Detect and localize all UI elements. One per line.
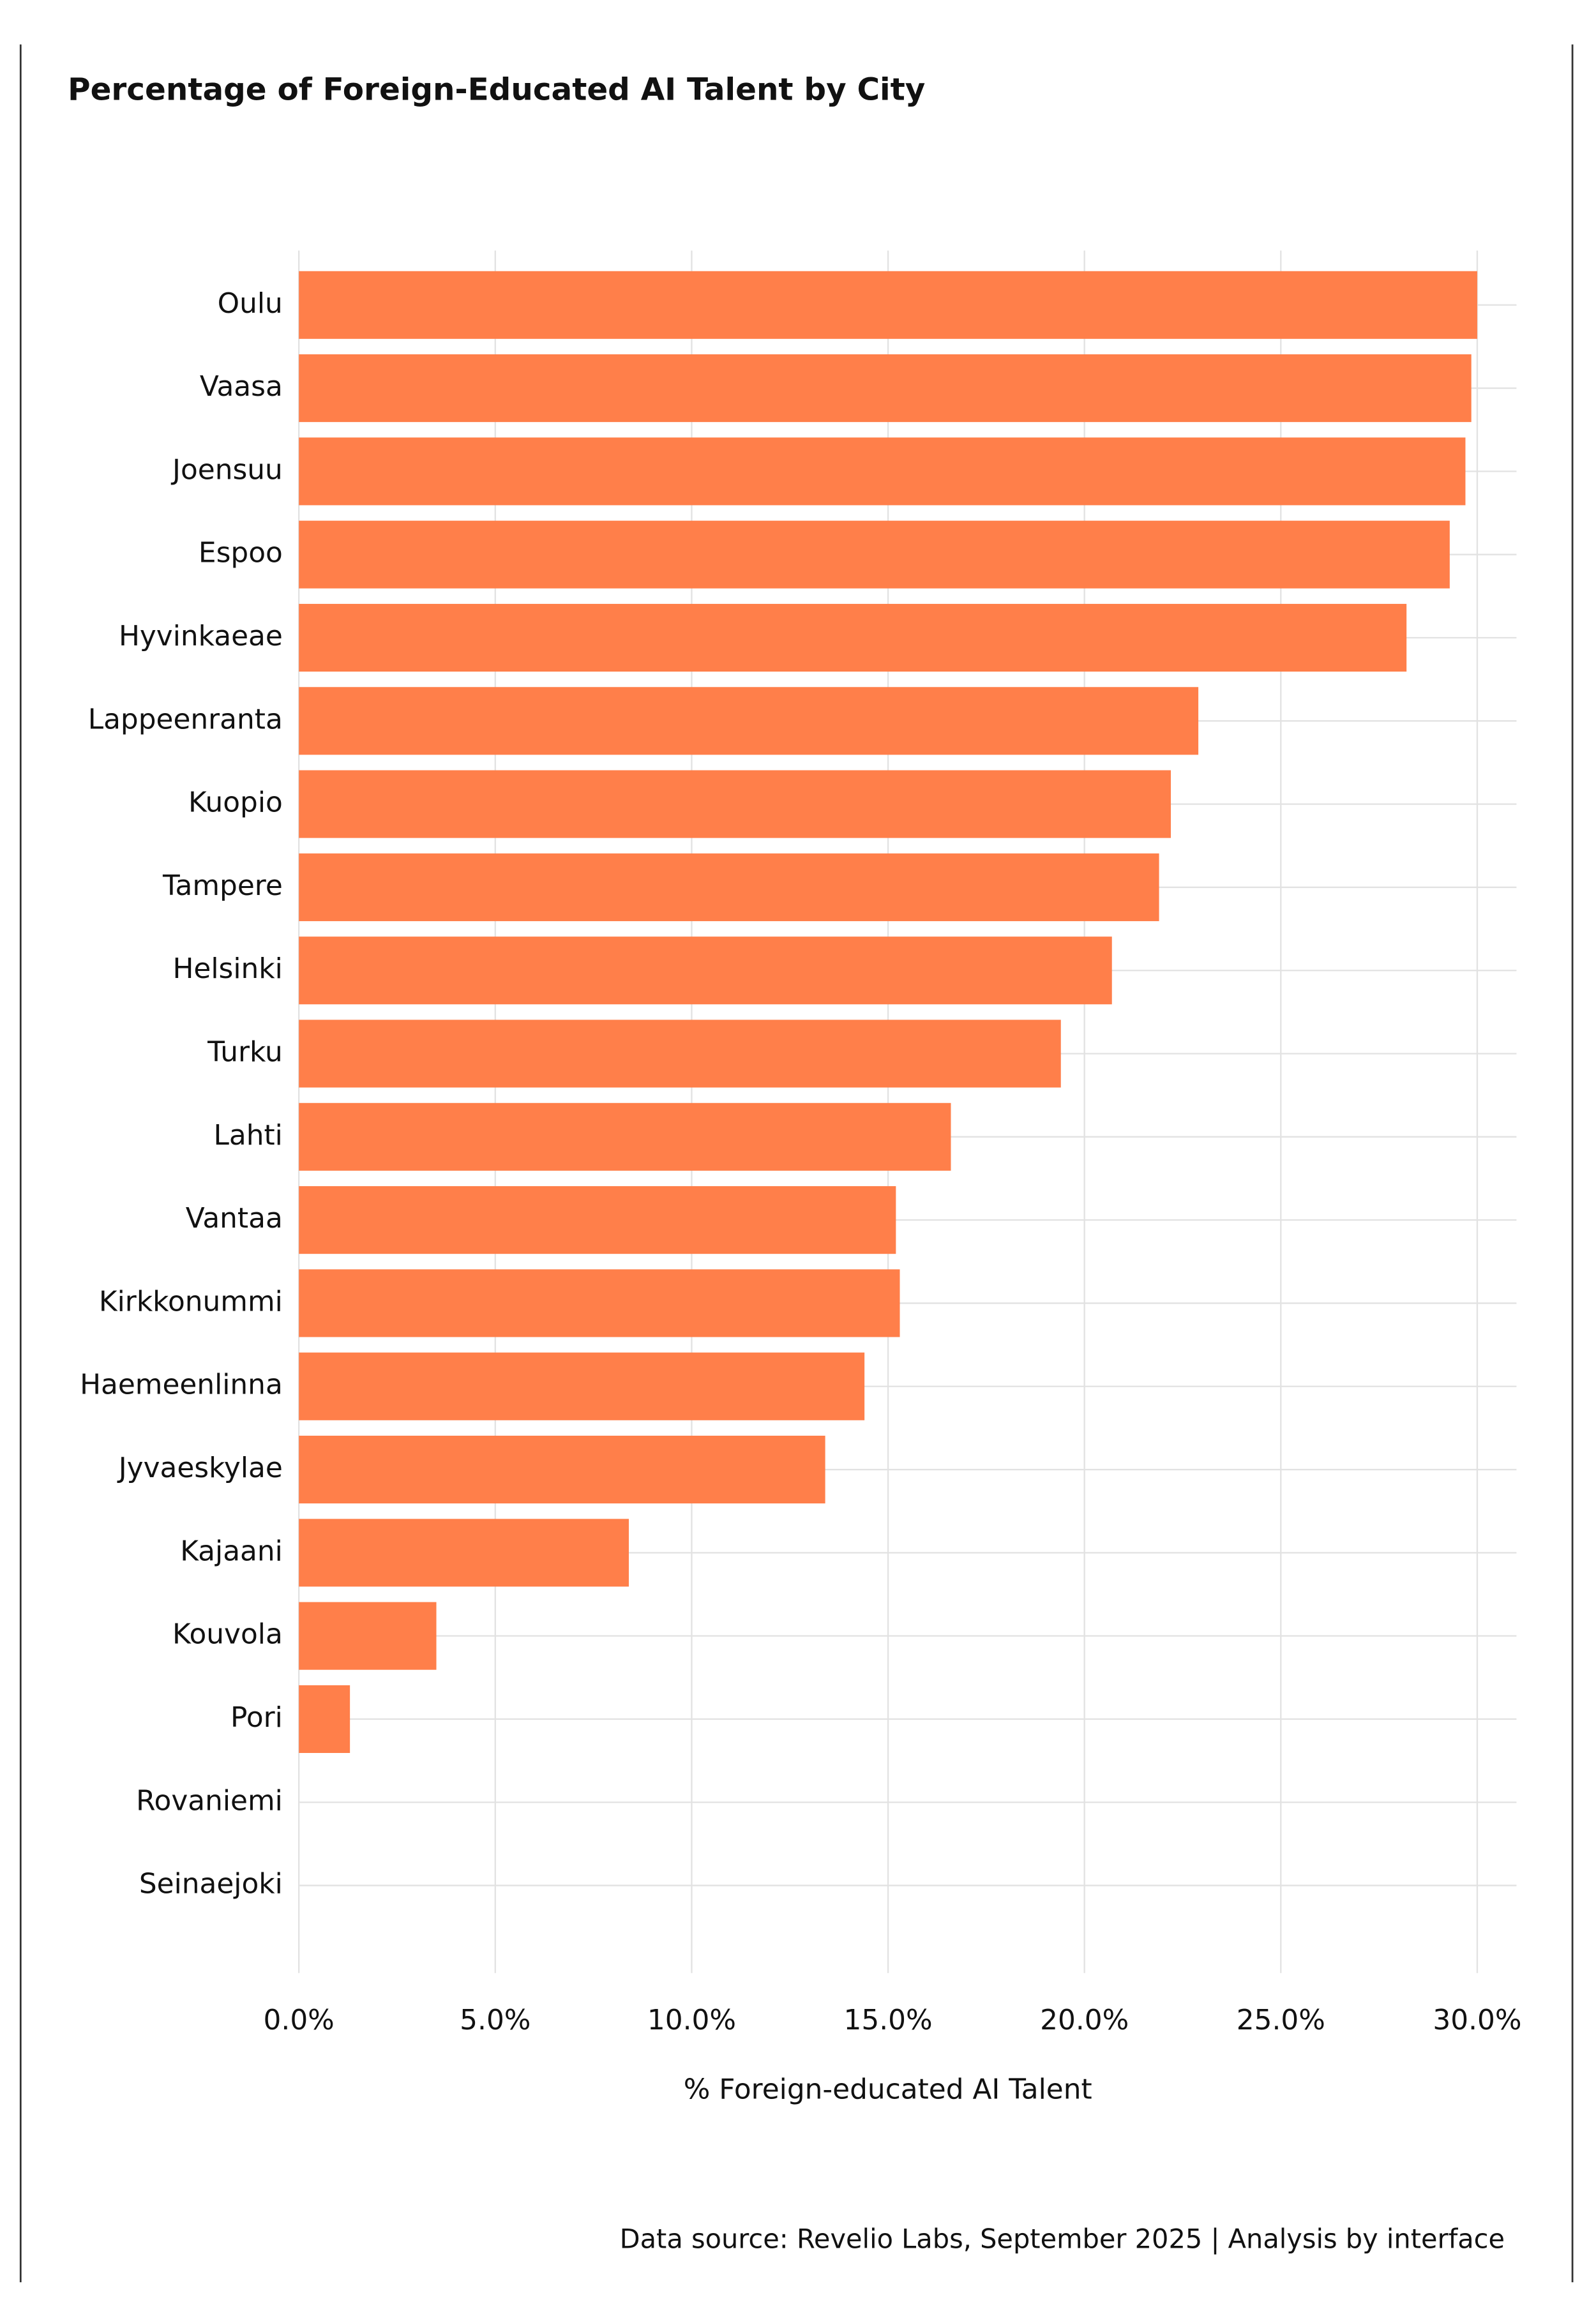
x-tick-label: 30.0%	[1433, 2004, 1521, 2036]
bar	[299, 354, 1472, 423]
bar	[299, 687, 1199, 755]
bar	[299, 1269, 900, 1337]
x-tick-label: 5.0%	[460, 2004, 531, 2036]
y-tick-label: Vaasa	[200, 370, 283, 403]
source-note: Data source: Revelio Labs, September 202…	[620, 2223, 1505, 2255]
bar	[299, 936, 1112, 1005]
x-tick-label: 20.0%	[1040, 2004, 1129, 2036]
bar	[299, 437, 1466, 506]
y-tick-label: Joensuu	[170, 453, 283, 486]
y-tick-label: Helsinki	[172, 952, 282, 985]
y-tick-label: Vantaa	[186, 1202, 283, 1235]
y-tick-label: Kuopio	[188, 786, 283, 819]
y-tick-label: Pori	[230, 1701, 283, 1734]
y-tick-label: Rovaniemi	[136, 1784, 283, 1817]
y-tick-label: Kirkkonummi	[99, 1285, 283, 1318]
bar	[299, 520, 1450, 589]
x-tick-label: 25.0%	[1237, 2004, 1325, 2036]
y-tick-label: Oulu	[218, 287, 283, 320]
y-tick-label: Haemeenlinna	[80, 1369, 283, 1401]
y-tick-label: Kajaani	[180, 1535, 283, 1567]
bar	[299, 1102, 951, 1171]
x-tick-label: 15.0%	[843, 2004, 932, 2036]
bar	[299, 1019, 1061, 1088]
bar	[299, 1186, 896, 1254]
bar	[299, 1352, 865, 1420]
y-tick-label: Hyvinkaeae	[119, 620, 283, 652]
y-tick-label: Espoo	[199, 537, 283, 569]
x-tick-label: 0.0%	[264, 2004, 335, 2036]
bar	[299, 853, 1159, 921]
bar	[299, 1435, 825, 1504]
y-tick-label: Seinaejoki	[139, 1868, 283, 1900]
bar	[299, 1602, 437, 1670]
y-tick-label: Turku	[207, 1036, 283, 1069]
y-tick-label: Kouvola	[172, 1618, 283, 1651]
chart-title: Percentage of Foreign-Educated AI Talent…	[68, 71, 925, 107]
y-tick-label: Jyvaeskylae	[117, 1452, 283, 1484]
y-tick-label: Lappeenranta	[88, 703, 283, 735]
y-tick-label: Tampere	[162, 869, 283, 902]
bar	[299, 770, 1171, 838]
bar	[299, 271, 1477, 339]
bar	[299, 1685, 350, 1753]
bar	[299, 1519, 629, 1587]
bar	[299, 603, 1407, 672]
x-tick-label: 10.0%	[647, 2004, 736, 2036]
y-tick-label: Lahti	[213, 1119, 282, 1152]
x-axis-title: % Foreign-educated AI Talent	[684, 2073, 1092, 2105]
